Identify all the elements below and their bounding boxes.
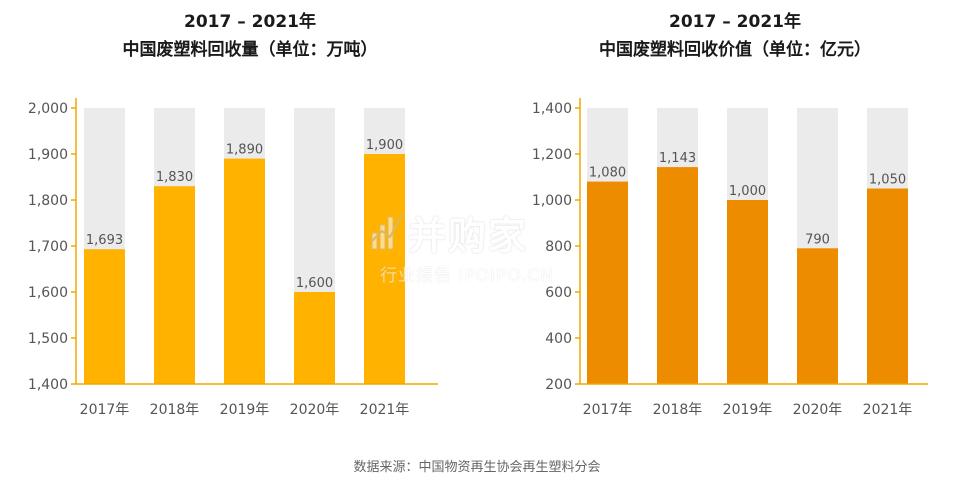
chart-left-x-tick-label-3: 2020年 [290, 402, 340, 418]
chart-right-y-tick-label-5: 1,200 [532, 147, 572, 163]
chart-left-bar-3 [294, 292, 335, 384]
chart-left-title-line1: 2017 – 2021年 [184, 12, 316, 32]
chart-left-y-tick-label-0: 1,400 [28, 377, 68, 393]
chart-right-bar-2 [727, 200, 768, 384]
chart-right-bar-4 [867, 188, 908, 384]
chart-right-bar-1 [657, 167, 698, 384]
chart-left-x-tick-label-1: 2018年 [150, 402, 200, 418]
chart-left-value-label-1: 1,830 [156, 170, 193, 185]
chart-left-x-tick-label-2: 2019年 [220, 402, 270, 418]
chart-left-value-label-4: 1,900 [366, 138, 403, 153]
chart-right-title-line2: 中国废塑料回收价值（单位：亿元） [599, 40, 871, 60]
chart-left-bar-0 [84, 249, 125, 384]
data-source: 数据来源：中国物资再生协会再生塑料分会 [353, 460, 601, 475]
chart-right-x-tick-label-0: 2017年 [583, 402, 633, 418]
chart-right-value-label-2: 1,000 [729, 184, 766, 199]
chart-left-y-tick-label-4: 1,800 [28, 193, 68, 209]
chart-right-y-tick-label-4: 1,000 [532, 193, 572, 209]
chart-left-value-label-0: 1,693 [86, 233, 123, 248]
chart-right-x-tick-label-2: 2019年 [723, 402, 773, 418]
chart-left-bar-1 [154, 186, 195, 384]
chart-left-x-tick-label-4: 2021年 [360, 402, 410, 418]
chart-left-y-tick-label-5: 1,900 [28, 147, 68, 163]
chart-right-value-label-4: 1,050 [869, 173, 906, 188]
chart-right-y-tick-label-6: 1,400 [532, 101, 572, 117]
chart-right-x-tick-label-4: 2021年 [863, 402, 913, 418]
chart-left-y-tick-label-3: 1,700 [28, 239, 68, 255]
chart-right-value-label-3: 790 [805, 232, 830, 247]
chart-left-value-label-3: 1,600 [296, 276, 333, 291]
chart-right-x-tick-label-3: 2020年 [793, 402, 843, 418]
chart-right-y-tick-label-0: 200 [545, 377, 572, 393]
chart-right-y-tick-label-2: 600 [545, 285, 572, 301]
chart-left-y-tick-label-2: 1,600 [28, 285, 68, 301]
chart-left-x-tick-label-0: 2017年 [80, 402, 130, 418]
chart-left-y-tick-label-6: 2,000 [28, 101, 68, 117]
chart-right-x-tick-label-1: 2018年 [653, 402, 703, 418]
chart-right-title-line1: 2017 – 2021年 [669, 12, 801, 32]
chart-right-bar-3 [797, 248, 838, 384]
chart-left-title-line2: 中国废塑料回收量（单位：万吨） [122, 40, 378, 60]
chart-left-bar-2 [224, 158, 265, 384]
chart-right-y-tick-label-3: 800 [545, 239, 572, 255]
chart-left-title: 2017 – 2021年 中国废塑料回收量（单位：万吨） [60, 8, 440, 64]
chart-right-y-tick-label-1: 400 [545, 331, 572, 347]
chart-left-y-tick-label-1: 1,500 [28, 331, 68, 347]
chart-right-bar-0 [587, 181, 628, 384]
chart-right-value-label-1: 1,143 [659, 151, 696, 166]
chart-left-bar-4 [364, 154, 405, 384]
chart-right-title: 2017 – 2021年 中国废塑料回收价值（单位：亿元） [535, 8, 935, 64]
chart-right-value-label-0: 1,080 [589, 166, 626, 181]
chart-left-value-label-2: 1,890 [226, 143, 263, 158]
